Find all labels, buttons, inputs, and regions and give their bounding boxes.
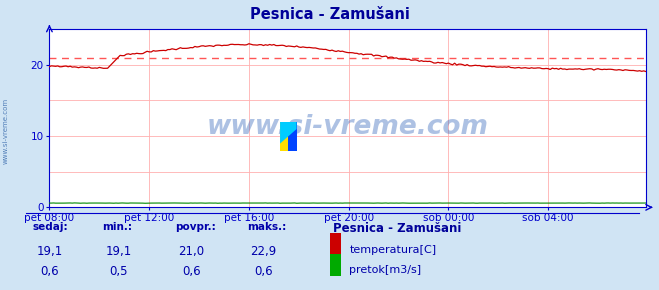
Text: 0,5: 0,5 — [109, 265, 128, 278]
Text: www.si-vreme.com: www.si-vreme.com — [207, 114, 488, 140]
Text: 19,1: 19,1 — [105, 245, 132, 258]
Text: 21,0: 21,0 — [178, 245, 204, 258]
Text: temperatura[C]: temperatura[C] — [349, 245, 436, 255]
Polygon shape — [280, 122, 297, 144]
Text: 22,9: 22,9 — [250, 245, 277, 258]
Text: www.si-vreme.com: www.si-vreme.com — [2, 97, 9, 164]
Text: maks.:: maks.: — [247, 222, 287, 232]
Text: 0,6: 0,6 — [254, 265, 273, 278]
Bar — [280, 122, 289, 151]
Text: povpr.:: povpr.: — [175, 222, 215, 232]
Text: 19,1: 19,1 — [36, 245, 63, 258]
Text: pretok[m3/s]: pretok[m3/s] — [349, 265, 421, 275]
Bar — [289, 122, 297, 151]
Text: Pesnica - Zamušani: Pesnica - Zamušani — [250, 7, 409, 22]
Text: Pesnica - Zamušani: Pesnica - Zamušani — [333, 222, 461, 235]
Text: min.:: min.: — [102, 222, 132, 232]
Text: 0,6: 0,6 — [40, 265, 59, 278]
Text: 0,6: 0,6 — [182, 265, 200, 278]
Text: sedaj:: sedaj: — [33, 222, 69, 232]
